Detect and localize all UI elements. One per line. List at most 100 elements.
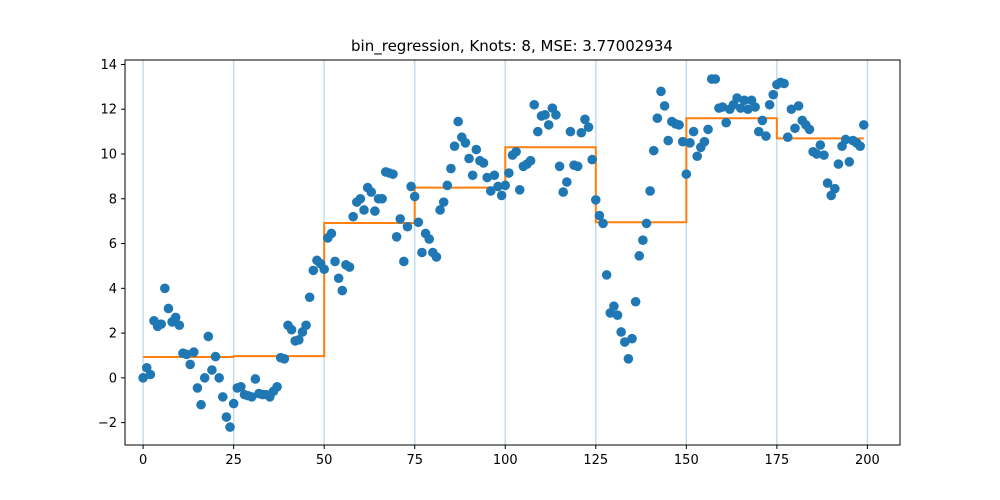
data-point	[576, 127, 587, 138]
data-point	[500, 180, 511, 191]
data-point	[598, 218, 608, 229]
x-tick-label: 50	[316, 453, 333, 468]
data-point	[446, 163, 456, 174]
data-point	[782, 132, 793, 143]
data-point	[482, 172, 492, 183]
data-point	[786, 104, 797, 115]
data-point	[333, 273, 344, 284]
data-point	[840, 134, 851, 145]
x-tick-label: 75	[406, 453, 423, 468]
data-point	[170, 312, 181, 323]
y-tick-label: −2	[98, 416, 117, 431]
data-point	[703, 124, 713, 135]
data-point	[406, 181, 416, 192]
data-point	[377, 193, 387, 204]
data-point	[301, 320, 311, 331]
points-layer	[138, 74, 869, 432]
data-point	[533, 126, 543, 137]
data-point	[793, 101, 804, 111]
data-point	[460, 138, 471, 148]
data-point	[348, 211, 358, 222]
data-point	[732, 93, 742, 103]
data-point	[551, 110, 561, 120]
data-point	[674, 120, 684, 130]
data-point	[858, 120, 869, 130]
data-point	[496, 190, 507, 201]
y-tick-label: 8	[109, 192, 117, 207]
data-point	[739, 95, 750, 106]
data-point	[692, 151, 702, 162]
data-point	[572, 161, 583, 172]
data-point	[630, 296, 641, 307]
data-point	[565, 126, 576, 137]
data-point	[467, 170, 478, 181]
y-tick-label: 12	[100, 103, 117, 118]
data-point	[768, 89, 779, 100]
data-point	[623, 354, 634, 364]
data-point	[413, 217, 424, 228]
data-point	[612, 310, 623, 320]
data-point	[619, 337, 630, 347]
data-point	[855, 141, 865, 151]
data-point	[221, 412, 232, 422]
data-point	[138, 373, 148, 383]
data-point	[543, 120, 554, 130]
y-tick-label: 4	[109, 282, 117, 297]
data-point	[540, 110, 550, 120]
data-point	[699, 136, 710, 147]
data-point	[431, 252, 442, 262]
x-tick-label: 0	[139, 453, 147, 468]
data-point	[246, 392, 257, 402]
data-point	[710, 74, 721, 84]
x-tick-label: 125	[583, 453, 608, 468]
data-point	[236, 382, 246, 392]
data-point	[764, 99, 775, 110]
data-point	[485, 186, 496, 196]
data-point	[830, 183, 840, 194]
x-tick-label: 200	[855, 453, 880, 468]
x-tick-label: 25	[225, 453, 242, 468]
data-point	[337, 285, 348, 296]
data-point	[844, 157, 855, 167]
data-point	[659, 101, 670, 111]
data-point	[514, 185, 525, 195]
data-point	[355, 193, 366, 204]
data-point	[601, 270, 612, 280]
y-tick-label: 6	[109, 237, 117, 252]
data-point	[721, 117, 731, 128]
data-point	[562, 177, 572, 187]
data-point	[493, 181, 503, 192]
data-point	[471, 144, 482, 155]
data-point	[815, 140, 826, 150]
data-point	[790, 123, 800, 134]
data-point	[811, 149, 822, 159]
data-point	[717, 102, 728, 112]
data-point	[214, 373, 224, 383]
data-point	[409, 191, 420, 202]
data-point	[757, 115, 768, 126]
data-point	[648, 145, 659, 156]
data-point	[449, 141, 460, 151]
y-tick-label: 2	[109, 327, 117, 342]
data-point	[402, 221, 413, 232]
data-point	[590, 195, 601, 205]
chart-title: bin_regression, Knots: 8, MSE: 3.7700293…	[351, 37, 673, 56]
data-point	[504, 168, 514, 178]
data-point	[616, 327, 626, 337]
data-point	[250, 374, 261, 384]
data-point	[294, 334, 304, 345]
data-point	[359, 205, 369, 215]
data-point	[822, 178, 833, 188]
data-point	[779, 78, 789, 89]
data-point	[761, 131, 771, 141]
data-point	[464, 153, 474, 164]
data-point	[185, 359, 195, 370]
data-point	[210, 351, 221, 362]
data-point	[525, 155, 536, 166]
data-point	[554, 161, 565, 172]
data-point	[399, 256, 409, 267]
data-point	[424, 234, 435, 244]
data-point	[163, 303, 174, 314]
y-axis: −2 0 2 4 6 8 10 12 14	[98, 58, 125, 431]
